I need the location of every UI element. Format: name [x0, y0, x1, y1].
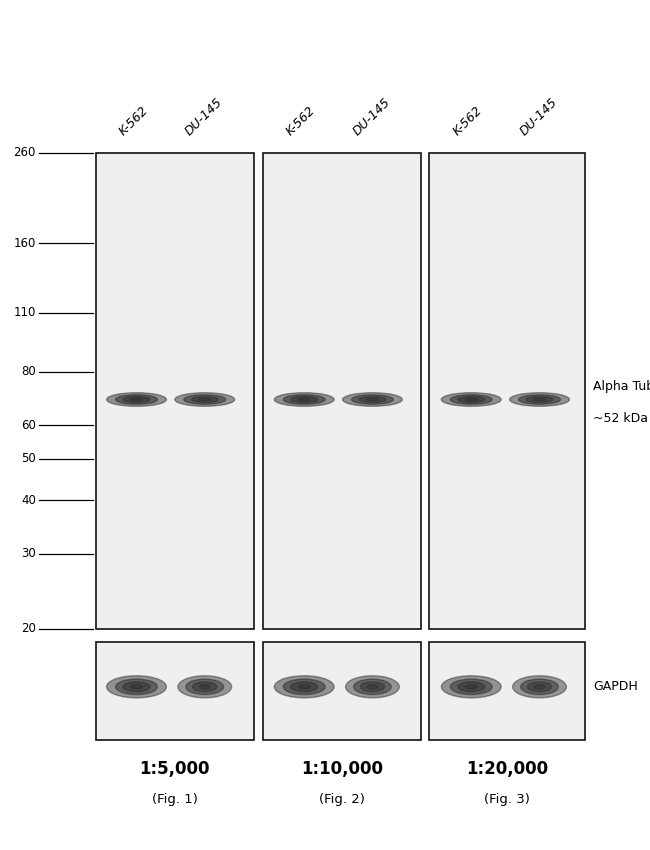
Ellipse shape	[283, 394, 325, 405]
Ellipse shape	[116, 394, 157, 405]
FancyBboxPatch shape	[96, 642, 254, 740]
Text: 50: 50	[21, 452, 36, 466]
Ellipse shape	[359, 396, 386, 403]
Ellipse shape	[354, 679, 391, 694]
Ellipse shape	[192, 682, 217, 692]
Ellipse shape	[199, 398, 211, 401]
Text: GAPDH: GAPDH	[593, 680, 638, 694]
Ellipse shape	[441, 676, 501, 698]
Text: 260: 260	[14, 146, 36, 160]
Ellipse shape	[200, 684, 210, 689]
Text: (Fig. 3): (Fig. 3)	[484, 792, 530, 806]
FancyBboxPatch shape	[429, 153, 585, 629]
Text: 1:5,000: 1:5,000	[140, 760, 210, 779]
Text: (Fig. 1): (Fig. 1)	[152, 792, 198, 806]
Ellipse shape	[298, 398, 310, 401]
Ellipse shape	[131, 684, 142, 689]
Ellipse shape	[107, 676, 166, 698]
Ellipse shape	[465, 684, 477, 689]
Text: 1:20,000: 1:20,000	[466, 760, 548, 779]
Text: 110: 110	[14, 306, 36, 319]
Ellipse shape	[521, 679, 558, 694]
Ellipse shape	[360, 682, 385, 692]
FancyBboxPatch shape	[96, 153, 254, 629]
Text: 80: 80	[21, 366, 36, 378]
Text: 20: 20	[21, 622, 36, 636]
Text: K-562: K-562	[450, 104, 485, 138]
Ellipse shape	[534, 684, 545, 689]
Text: K-562: K-562	[116, 104, 151, 138]
FancyBboxPatch shape	[263, 642, 421, 740]
Text: ~52 kDa: ~52 kDa	[593, 411, 648, 425]
Ellipse shape	[191, 396, 218, 403]
Ellipse shape	[510, 393, 569, 406]
Ellipse shape	[184, 394, 226, 405]
Ellipse shape	[513, 676, 566, 698]
FancyBboxPatch shape	[263, 153, 421, 629]
Ellipse shape	[458, 396, 485, 403]
Ellipse shape	[527, 682, 552, 692]
Ellipse shape	[298, 684, 310, 689]
Ellipse shape	[274, 393, 334, 406]
Text: 60: 60	[21, 418, 36, 432]
Ellipse shape	[346, 676, 399, 698]
Ellipse shape	[367, 684, 378, 689]
Text: DU-145: DU-145	[350, 95, 393, 138]
Text: 160: 160	[14, 236, 36, 250]
Ellipse shape	[367, 398, 378, 401]
Ellipse shape	[283, 679, 325, 694]
Text: 1:10,000: 1:10,000	[301, 760, 383, 779]
Ellipse shape	[450, 394, 492, 405]
Ellipse shape	[291, 682, 318, 692]
Ellipse shape	[131, 398, 142, 401]
Ellipse shape	[441, 393, 501, 406]
Text: DU-145: DU-145	[517, 95, 560, 138]
Ellipse shape	[123, 396, 150, 403]
Ellipse shape	[526, 396, 553, 403]
Text: K-562: K-562	[283, 104, 318, 138]
Ellipse shape	[458, 682, 485, 692]
Ellipse shape	[450, 679, 492, 694]
Ellipse shape	[274, 676, 334, 698]
Ellipse shape	[352, 394, 393, 405]
Text: Alpha Tubulin: Alpha Tubulin	[593, 380, 650, 394]
Ellipse shape	[175, 393, 235, 406]
Ellipse shape	[123, 682, 150, 692]
FancyBboxPatch shape	[429, 642, 585, 740]
Ellipse shape	[465, 398, 477, 401]
Text: DU-145: DU-145	[183, 95, 225, 138]
Ellipse shape	[116, 679, 157, 694]
Text: 30: 30	[21, 547, 36, 560]
Ellipse shape	[178, 676, 231, 698]
Ellipse shape	[291, 396, 318, 403]
Text: 40: 40	[21, 494, 36, 507]
Ellipse shape	[186, 679, 224, 694]
Ellipse shape	[534, 398, 545, 401]
Ellipse shape	[107, 393, 166, 406]
Text: (Fig. 2): (Fig. 2)	[319, 792, 365, 806]
Ellipse shape	[519, 394, 560, 405]
Ellipse shape	[343, 393, 402, 406]
